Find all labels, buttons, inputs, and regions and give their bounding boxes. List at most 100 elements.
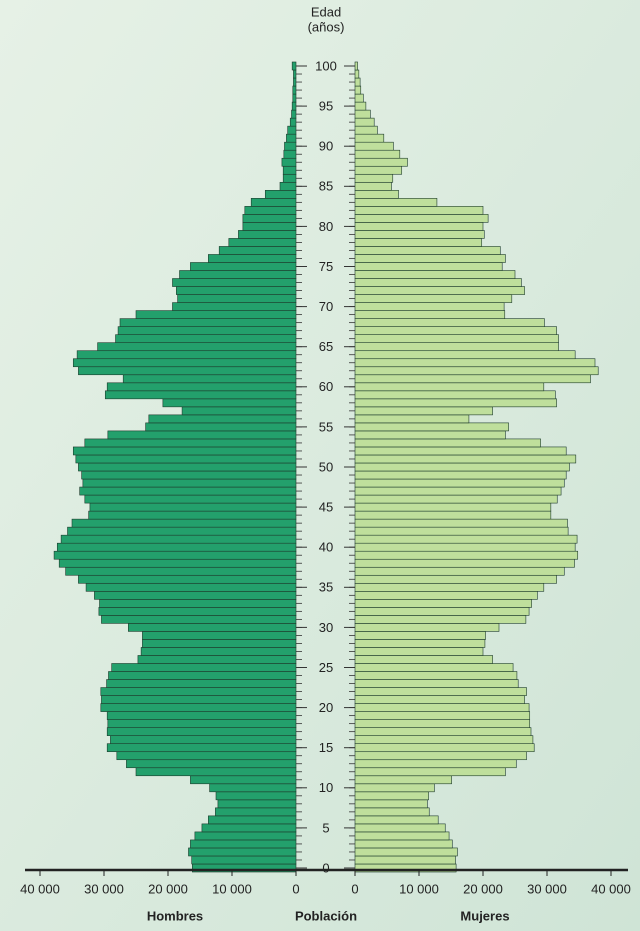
bar (85, 582, 297, 592)
y-tick-label: 20 (319, 700, 333, 715)
bar (354, 294, 513, 303)
bar (135, 767, 297, 777)
bar (354, 358, 596, 368)
y-tick-label: 90 (319, 139, 333, 154)
bar (354, 558, 575, 568)
bar (106, 711, 297, 720)
bar (72, 358, 297, 368)
bar (242, 214, 297, 223)
bar (264, 190, 297, 199)
bar (291, 101, 297, 111)
bar (354, 117, 375, 127)
x-tick-label: 10 000 (399, 881, 439, 896)
bar (117, 326, 297, 335)
x-tick-label: 0 (292, 881, 299, 896)
bar (283, 149, 297, 159)
bar (292, 85, 297, 95)
bar (354, 502, 552, 512)
bar (78, 462, 297, 472)
bar (140, 647, 297, 656)
bar (75, 454, 297, 464)
bar (354, 526, 569, 536)
bar (106, 743, 297, 753)
bar (282, 173, 297, 183)
bar (354, 703, 530, 712)
bar (179, 270, 297, 279)
bar (106, 382, 297, 392)
bar (354, 214, 489, 223)
bar (100, 687, 297, 696)
bar (354, 494, 558, 504)
y-tick-label: 40 (319, 540, 333, 555)
bar (242, 222, 297, 231)
bar (354, 230, 485, 239)
bar (354, 574, 557, 584)
bar (354, 823, 446, 833)
bar (282, 165, 297, 175)
bar (354, 157, 408, 167)
bar (122, 374, 297, 384)
bar (293, 77, 297, 87)
y-tick-label: 85 (319, 179, 333, 194)
bar (354, 190, 399, 199)
bar (78, 574, 297, 584)
bar (172, 278, 297, 287)
bar (354, 374, 591, 384)
bar (354, 695, 525, 704)
bar (354, 77, 361, 87)
bar (78, 366, 297, 376)
bar (176, 286, 297, 295)
bar (354, 607, 530, 616)
bar (354, 430, 506, 440)
bar (228, 238, 297, 247)
bar (84, 494, 297, 504)
x-tick-label: 40 000 (20, 881, 60, 896)
bar (354, 591, 538, 600)
bar (100, 703, 297, 712)
bar (107, 719, 297, 728)
bar (354, 623, 500, 632)
bar (354, 181, 392, 191)
bar (218, 246, 297, 255)
y-tick-label: 95 (319, 99, 333, 114)
bar (354, 125, 378, 135)
bar (354, 165, 403, 175)
x-tick-label: 30 000 (84, 881, 124, 896)
x-tick-label: 20 000 (463, 881, 503, 896)
bar (354, 173, 394, 183)
bar (354, 262, 503, 271)
bar (116, 751, 297, 761)
bar (142, 631, 297, 640)
bar (354, 270, 516, 279)
bar (354, 350, 576, 360)
bar (354, 631, 486, 640)
bar (215, 791, 297, 801)
bar (72, 446, 297, 456)
bar (354, 454, 577, 464)
bar (354, 839, 453, 849)
bar (354, 342, 559, 352)
bar (354, 462, 570, 472)
bar (354, 807, 430, 817)
bar (354, 149, 401, 159)
series-label: Mujeres (460, 908, 509, 923)
bar (209, 783, 297, 793)
bar (354, 366, 599, 376)
bar (289, 117, 297, 127)
bar (101, 695, 297, 704)
bar (354, 254, 506, 263)
bar (354, 751, 527, 761)
bar (110, 735, 297, 744)
bar (354, 759, 517, 769)
y-tick-label: 0 (322, 860, 329, 875)
bar (354, 727, 532, 736)
bar (53, 550, 297, 560)
bar (354, 334, 559, 343)
bar (354, 109, 371, 119)
bar (71, 518, 297, 528)
bar (354, 791, 429, 801)
y-tick-label: 75 (319, 259, 333, 274)
bar (89, 502, 297, 512)
bar (354, 534, 578, 544)
bar (108, 671, 297, 680)
